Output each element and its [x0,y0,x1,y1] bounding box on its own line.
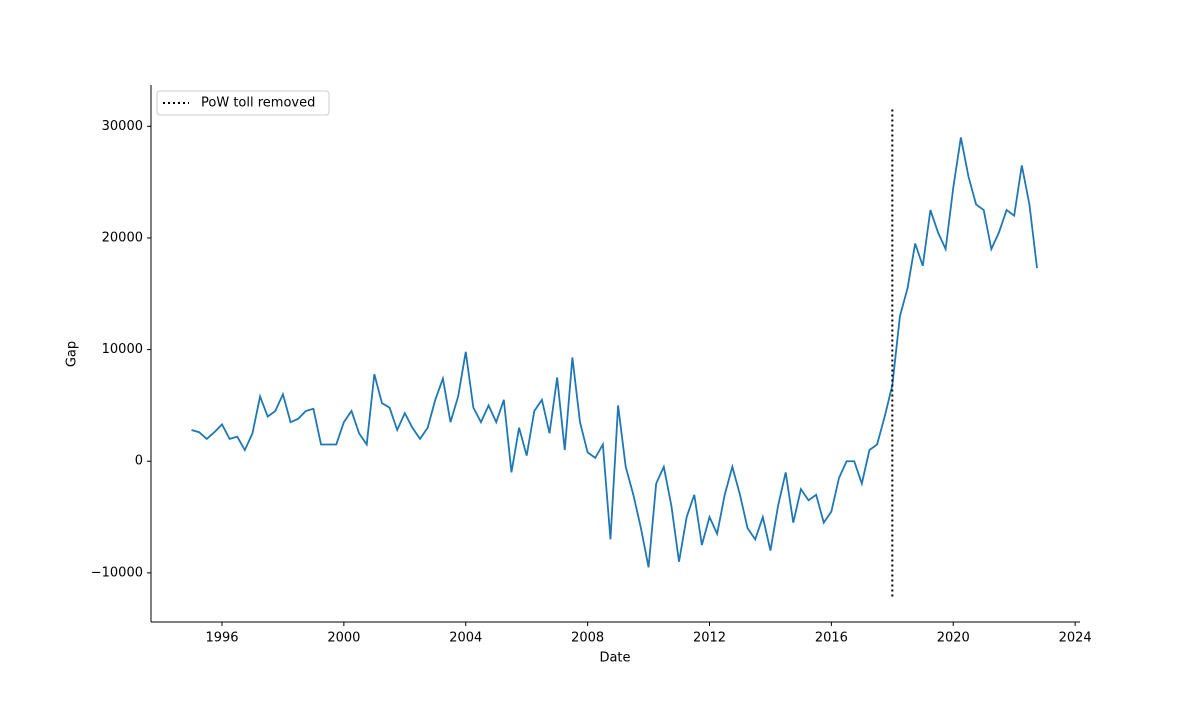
x-tick-label: 2012 [693,631,726,646]
y-axis-label: Gap [65,341,80,367]
legend-label: PoW toll removed [201,96,315,111]
x-tick-label: 2016 [815,631,848,646]
x-tick-label: 1996 [205,631,238,646]
x-tick-label: 2008 [571,631,604,646]
x-tick-label: 2000 [327,631,360,646]
x-tick-label: 2020 [937,631,970,646]
y-tick-label: −10000 [91,565,143,580]
x-tick-label: 2004 [449,631,482,646]
legend-box [156,90,330,116]
y-tick-label: 10000 [102,342,143,357]
y-tick-label: 0 [135,454,143,469]
y-tick-label: 30000 [102,119,143,134]
data-line [191,137,1038,568]
x-tick-label: 2024 [1059,631,1092,646]
y-tick-label: 20000 [102,230,143,245]
x-axis-label: Date [599,651,630,666]
